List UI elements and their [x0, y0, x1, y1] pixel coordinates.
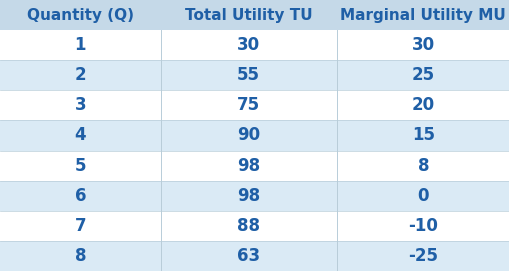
Bar [336, 241, 509, 271]
Text: 90: 90 [237, 127, 260, 144]
Text: 98: 98 [237, 187, 260, 205]
Bar [336, 151, 509, 181]
Bar [0, 120, 160, 151]
Text: -25: -25 [408, 247, 437, 265]
Bar [0, 60, 160, 90]
Text: 7: 7 [74, 217, 86, 235]
Text: 75: 75 [237, 96, 260, 114]
Bar [160, 0, 336, 30]
Bar [160, 211, 336, 241]
Bar [0, 211, 160, 241]
Text: 55: 55 [237, 66, 260, 84]
Bar [336, 211, 509, 241]
Bar [160, 60, 336, 90]
Text: 8: 8 [74, 247, 86, 265]
Text: 6: 6 [74, 187, 86, 205]
Bar [336, 30, 509, 60]
Bar [160, 30, 336, 60]
Bar [336, 181, 509, 211]
Text: 30: 30 [237, 36, 260, 54]
Text: 8: 8 [417, 157, 428, 175]
Bar [0, 0, 160, 30]
Text: 98: 98 [237, 157, 260, 175]
Bar [160, 120, 336, 151]
Text: 5: 5 [74, 157, 86, 175]
Bar [160, 181, 336, 211]
Text: Quantity (Q): Quantity (Q) [27, 8, 133, 22]
Bar [0, 241, 160, 271]
Bar [336, 90, 509, 120]
Text: 25: 25 [411, 66, 434, 84]
Text: 3: 3 [74, 96, 86, 114]
Bar [160, 241, 336, 271]
Bar [336, 60, 509, 90]
Text: 1: 1 [74, 36, 86, 54]
Bar [0, 181, 160, 211]
Text: 88: 88 [237, 217, 260, 235]
Text: 2: 2 [74, 66, 86, 84]
Text: 20: 20 [411, 96, 434, 114]
Bar [0, 151, 160, 181]
Text: Total Utility TU: Total Utility TU [184, 8, 312, 22]
Text: 4: 4 [74, 127, 86, 144]
Bar [160, 151, 336, 181]
Text: 30: 30 [411, 36, 434, 54]
Bar [0, 30, 160, 60]
Text: 0: 0 [417, 187, 428, 205]
Text: 15: 15 [411, 127, 434, 144]
Bar [160, 90, 336, 120]
Bar [336, 0, 509, 30]
Text: Marginal Utility MU: Marginal Utility MU [340, 8, 505, 22]
Text: 63: 63 [237, 247, 260, 265]
Bar [0, 90, 160, 120]
Bar [336, 120, 509, 151]
Text: -10: -10 [408, 217, 437, 235]
